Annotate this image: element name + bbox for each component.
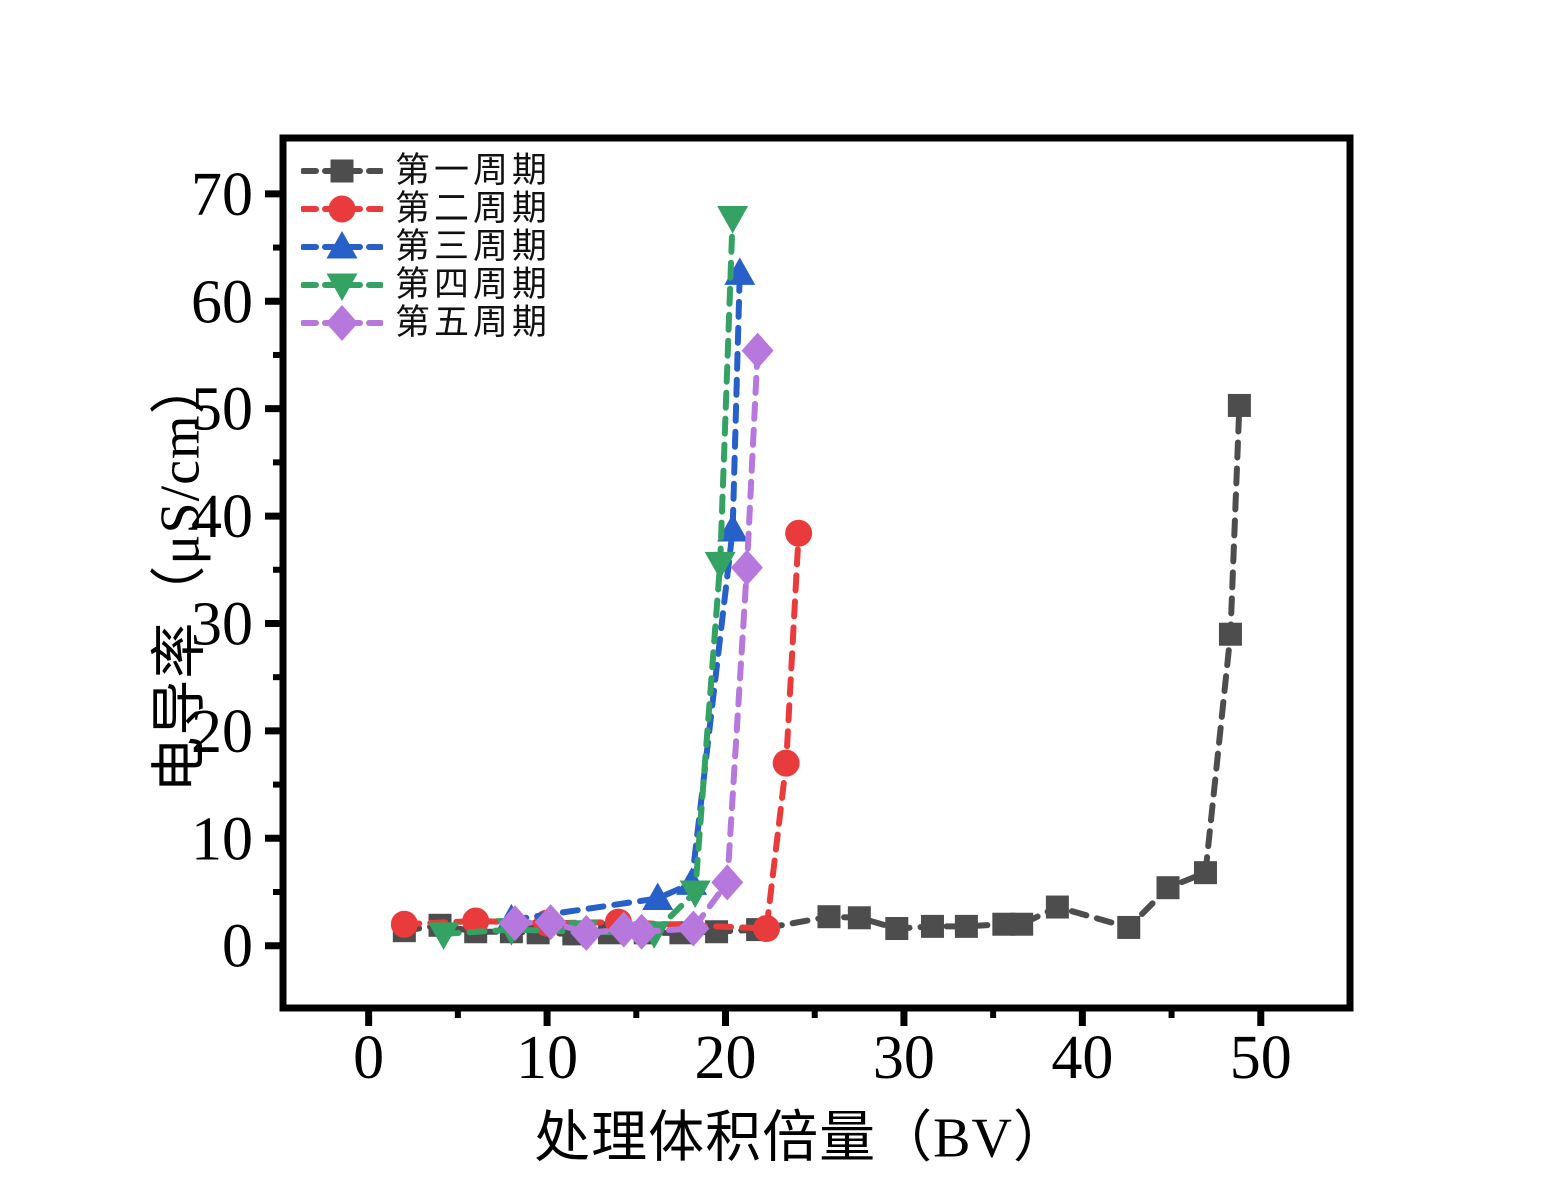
data-point-square <box>992 912 1016 936</box>
series-line-3 <box>508 270 743 923</box>
y-tick-label: 50 <box>191 376 253 444</box>
series-3 <box>495 257 756 932</box>
x-tick-label: 50 <box>1230 1024 1292 1092</box>
data-point-circle <box>772 749 800 777</box>
data-point-triangle-down <box>428 922 460 950</box>
data-point-square <box>847 906 871 930</box>
data-point-circle <box>462 907 490 935</box>
x-tick-label: 0 <box>353 1024 384 1092</box>
legend-sample-marker <box>326 231 358 259</box>
data-point-diamond <box>741 332 774 369</box>
data-point-diamond <box>625 913 658 950</box>
y-axis-label: 电导率（μS/cm） <box>149 357 212 793</box>
legend-item-5: 第五周期 <box>301 304 551 342</box>
y-tick-label: 0 <box>222 913 253 981</box>
y-tick-label: 40 <box>191 483 253 551</box>
data-point-square <box>954 914 978 938</box>
data-point-square <box>1117 915 1141 939</box>
data-point-circle <box>785 519 813 547</box>
y-tick-label: 60 <box>191 268 253 336</box>
legend-item-4: 第四周期 <box>301 266 551 304</box>
legend-label: 第三周期 <box>395 227 552 266</box>
data-point-triangle-down <box>717 205 749 234</box>
legend-label: 第一周期 <box>395 151 552 190</box>
data-point-triangle-up <box>717 514 749 542</box>
legend: 第一周期 第二周期 第三周期 第四周期 第五周期 <box>301 152 551 342</box>
data-point-circle <box>753 915 781 943</box>
legend-marker-circle-icon <box>301 195 383 223</box>
data-point-square <box>1156 876 1180 900</box>
x-tick-label: 30 <box>873 1024 935 1092</box>
legend-item-3: 第三周期 <box>301 228 551 266</box>
data-point-square <box>817 905 841 929</box>
legend-item-1: 第一周期 <box>301 152 551 190</box>
legend-marker-square-icon <box>301 159 383 183</box>
data-point-triangle-down <box>704 551 736 580</box>
x-tick-label: 40 <box>1051 1024 1113 1092</box>
x-tick-label: 10 <box>516 1024 578 1092</box>
data-point-square <box>920 914 944 938</box>
x-tick-label: 20 <box>695 1024 757 1092</box>
data-point-square <box>1010 912 1034 936</box>
series-1 <box>392 393 1251 946</box>
y-tick-label: 70 <box>191 161 253 229</box>
y-tick-label: 20 <box>191 698 253 766</box>
legend-sample-marker <box>330 159 354 183</box>
legend-sample-marker <box>326 305 358 341</box>
data-point-diamond <box>570 914 603 951</box>
legend-marker-triangle-up-icon <box>301 231 383 259</box>
legend-marker-diamond-icon <box>301 305 383 341</box>
legend-label: 第二周期 <box>395 189 552 228</box>
y-tick-label: 30 <box>191 590 253 658</box>
legend-label: 第四周期 <box>395 265 552 304</box>
series-line-1 <box>401 402 1243 937</box>
data-point-square <box>1227 393 1251 417</box>
data-point-square <box>885 917 909 941</box>
data-point-diamond <box>498 905 531 942</box>
data-point-diamond <box>730 549 763 586</box>
legend-marker-triangle-down-icon <box>301 273 383 301</box>
data-point-triangle-up <box>642 882 674 910</box>
data-point-diamond <box>677 910 710 947</box>
data-point-square <box>1218 622 1242 646</box>
plot-frame <box>279 134 1354 1012</box>
data-point-square <box>1193 861 1217 885</box>
x-axis-label: 处理体积倍量（BV） <box>534 1107 1070 1170</box>
data-point-square <box>1045 895 1069 919</box>
series-5 <box>498 332 774 951</box>
data-point-diamond <box>711 864 744 901</box>
data-point-triangle-down <box>679 880 711 908</box>
data-point-diamond <box>534 904 567 941</box>
legend-sample-marker <box>328 195 356 223</box>
data-point-circle <box>390 910 418 938</box>
y-tick-label: 10 <box>191 805 253 873</box>
legend-label: 第五周期 <box>395 303 552 342</box>
legend-sample-marker <box>326 273 358 301</box>
legend-item-2: 第二周期 <box>301 190 551 228</box>
